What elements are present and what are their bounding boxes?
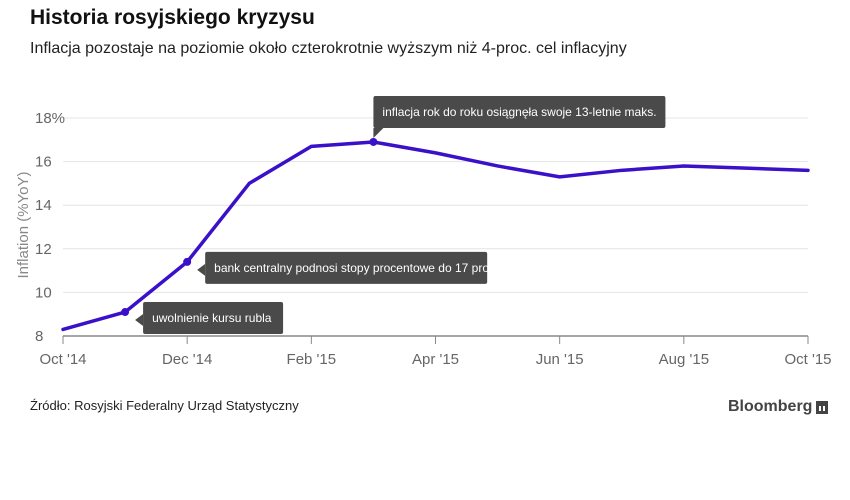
inflation-line-chart: 8 10 12 14 16 18% Oct '14 Dec '14 Feb '15 Apr '1… — [15, 95, 832, 368]
chart-title: Historia rosyjskiego kryzysu — [30, 6, 315, 29]
chart-subtitle: Inflacja pozostaje na poziomie około czt… — [30, 40, 627, 57]
annotation-label: bank centralny podnosi stopy procentowe … — [214, 261, 498, 275]
annotation-callout: inflacja rok do roku osiągnęła swoje 13-… — [373, 95, 666, 138]
brand-name: Bloomberg — [728, 398, 813, 415]
annotation-label: uwolnienie kursu rubla — [152, 311, 272, 325]
y-tick-label: 16 — [35, 154, 52, 171]
x-tick-label: Apr '15 — [412, 351, 459, 368]
annotation-marker — [121, 308, 130, 317]
callout-box — [205, 251, 488, 284]
callout-box — [373, 95, 666, 128]
x-tick-label: Dec '14 — [162, 351, 212, 368]
annotation-callout: bank centralny podnosi stopy procentowe … — [197, 251, 498, 284]
callout-pointer — [135, 314, 144, 327]
inflation-series-line — [61, 140, 810, 332]
bloomberg-chart-icon — [816, 400, 829, 414]
callout-box — [143, 302, 284, 335]
x-tick-label: Jun '15 — [536, 351, 584, 368]
x-axis-ticks: Oct '14 Dec '14 Feb '15 Apr '15 Jun '15 Aug '… — [39, 336, 832, 368]
x-tick-label: Feb '15 — [287, 351, 337, 368]
bloomberg-logo: Bloomberg — [728, 398, 829, 416]
annotations-layer: uwolnienie kursu rubla bank centralny pod… — [121, 95, 666, 335]
callout-pointer — [373, 127, 384, 138]
x-tick-label: Oct '14 — [39, 351, 86, 368]
callout-pointer — [197, 263, 206, 276]
series-layer — [61, 140, 810, 332]
y-tick-label: 8 — [35, 328, 43, 345]
annotation-marker — [183, 257, 192, 266]
annotation-callout: uwolnienie kursu rubla — [135, 302, 284, 335]
x-tick-label: Aug '15 — [659, 351, 709, 368]
y-axis-title: Inflation (%YoY) — [15, 171, 32, 278]
y-tick-label: 10 — [35, 284, 52, 301]
annotation-marker — [369, 137, 378, 146]
y-tick-label: 14 — [35, 197, 52, 214]
y-tick-label: 12 — [35, 241, 52, 258]
x-tick-label: Oct '15 — [784, 351, 831, 368]
y-tick-label: 18% — [35, 110, 65, 127]
y-axis-ticks: 8 10 12 14 16 18% — [35, 110, 65, 345]
source-note: Źródło: Rosyjski Federalny Urząd Statyst… — [30, 398, 299, 413]
annotation-label: inflacja rok do roku osiągnęła swoje 13-… — [382, 105, 656, 119]
